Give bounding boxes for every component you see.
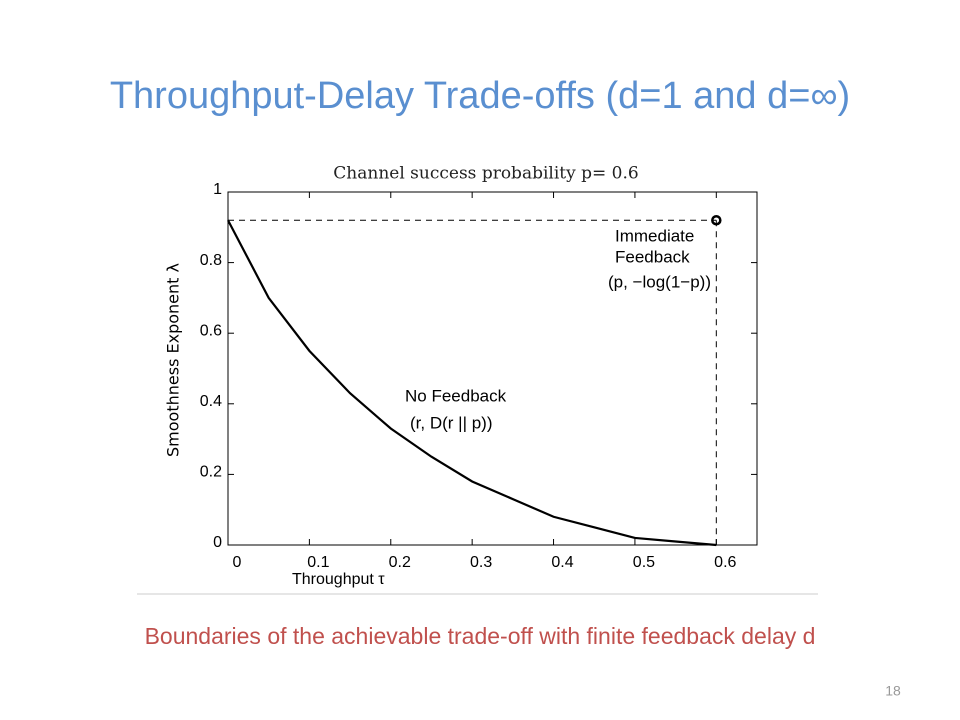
y-tick-label: 0 bbox=[213, 534, 222, 551]
annotation: (p, −log(1−p)) bbox=[608, 272, 711, 291]
plot-frame bbox=[227, 191, 758, 546]
x-axis-label: Throughput τ bbox=[292, 571, 385, 588]
x-tick-label: 0 bbox=[233, 554, 242, 571]
y-axis-label: Smoothness Exponent λ bbox=[164, 263, 183, 457]
marker bbox=[711, 214, 722, 226]
annotation: (r, D(r || p)) bbox=[410, 413, 493, 432]
curve bbox=[227, 219, 717, 547]
x-tick-label: 0.5 bbox=[633, 554, 655, 571]
chart-title: Channel success probability p= 0.6 bbox=[333, 164, 638, 184]
x-tick-label: 0.6 bbox=[714, 554, 736, 571]
annotation: No Feedback bbox=[405, 386, 507, 405]
y-tick-label: 0.2 bbox=[200, 464, 222, 481]
caption: Boundaries of the achievable trade-off w… bbox=[145, 623, 816, 649]
annotation: Feedback bbox=[615, 247, 690, 266]
page-number: 18 bbox=[885, 683, 901, 699]
y-tick-label: 0.8 bbox=[200, 252, 222, 269]
y-tick-label: 1 bbox=[213, 181, 222, 198]
x-tick-label: 0.3 bbox=[470, 554, 492, 571]
y-tick-label: 0.4 bbox=[200, 393, 222, 410]
x-tick-label: 0.2 bbox=[389, 554, 411, 571]
slide-title: Throughput-Delay Trade-offs (d=1 and d=∞… bbox=[110, 75, 850, 117]
x-tick-label: 0.1 bbox=[307, 554, 329, 571]
x-tick-label: 0.4 bbox=[551, 554, 573, 571]
y-tick-label: 0.6 bbox=[200, 322, 222, 339]
annotation: Immediate bbox=[615, 226, 694, 245]
